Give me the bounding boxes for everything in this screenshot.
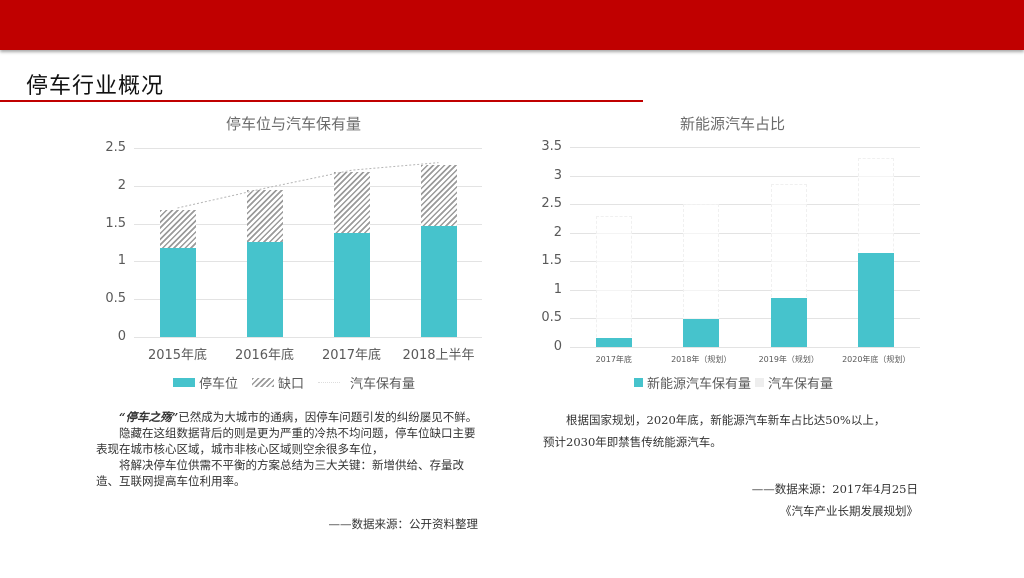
- parking-analysis-text: “停车之殇”已然成为大城市的通病，因停车问题引发的纠纷屡见不鲜。 隐藏在这组数据…: [96, 409, 480, 489]
- gap-bar-segment: [159, 209, 196, 248]
- y-tick-label: 2.5: [541, 196, 562, 212]
- nev-bar: [683, 319, 720, 347]
- gap-bar-segment: [333, 172, 370, 234]
- paragraph-2: 隐藏在这组数据背后的则是更为严重的冷热不均问题，停车位缺口主要表现在城市核心区域…: [96, 426, 476, 456]
- x-tick-label: 2015年底: [147, 348, 208, 363]
- nev-bar: [770, 298, 807, 347]
- right-source-line-1: ——数据来源：2017年4月25日: [751, 482, 918, 496]
- right-source-line-2: 《汽车产业长期发展规划》: [780, 504, 918, 518]
- chart-title: 停车位与汽车保有量: [226, 115, 362, 133]
- gridline: [570, 318, 920, 320]
- gridline: [134, 223, 482, 225]
- teal-swatch-icon: [634, 378, 643, 387]
- y-tick-label: 1.5: [541, 253, 562, 269]
- nev-bar: [595, 338, 632, 347]
- header-band: [0, 0, 1024, 50]
- hatch-swatch-icon: [252, 378, 275, 387]
- y-tick-label: 1: [553, 281, 562, 297]
- total-cars-bar: [595, 215, 632, 347]
- gridline: [570, 175, 920, 177]
- y-tick-label: 2: [553, 224, 562, 240]
- dotted-line-swatch-icon: [318, 382, 341, 383]
- legend-item-cars: 汽车保有量: [318, 373, 415, 392]
- gridline: [134, 299, 482, 301]
- page-title: 停车行业概况: [26, 74, 165, 99]
- y-tick-label: 1: [117, 253, 126, 269]
- gap-bar-segment: [420, 164, 457, 226]
- gridline: [134, 148, 482, 149]
- legend-item-parking: 停车位: [173, 373, 238, 392]
- y-tick-label: 2: [117, 177, 126, 193]
- x-tick-label: 2019年（规划）: [758, 355, 819, 364]
- y-tick-label: 2.5: [105, 140, 126, 155]
- x-tick-label: 2018年（规划）: [671, 355, 732, 364]
- title-divider: [0, 100, 643, 102]
- y-tick-label: 3: [553, 167, 562, 183]
- ghost-swatch-icon: [755, 378, 765, 387]
- gridline: [134, 337, 482, 338]
- chart-legend: 停车位 缺口 汽车保有量: [173, 373, 429, 392]
- chart-title: 新能源汽车占比: [680, 115, 786, 133]
- teal-swatch-icon: [173, 378, 195, 387]
- paragraph-1-cont: 预计2030年即禁售传统能源汽车。: [543, 435, 722, 449]
- x-tick-label: 2017年底: [321, 348, 382, 363]
- gridline: [570, 289, 920, 291]
- y-tick-label: 0.5: [541, 310, 562, 326]
- x-tick-label: 2017年底: [595, 355, 632, 364]
- parking-bar-segment: [333, 233, 370, 337]
- gridline: [570, 347, 920, 348]
- gridline: [570, 232, 920, 234]
- y-tick-label: 3.5: [541, 139, 562, 154]
- gridline: [570, 204, 920, 206]
- parking-bar-segment: [420, 225, 457, 337]
- gridline: [134, 261, 482, 263]
- gap-bar-segment: [246, 190, 283, 242]
- legend-item-gap: 缺口: [252, 373, 304, 392]
- y-tick-label: 1.5: [105, 215, 126, 231]
- chart-legend: 新能源汽车保有量 汽车保有量: [634, 373, 847, 392]
- x-tick-label: 2018上半年: [402, 348, 475, 363]
- y-tick-label: 0: [117, 329, 126, 344]
- parking-bar-segment: [159, 247, 196, 337]
- legend-item-cars: 汽车保有量: [755, 373, 833, 392]
- y-tick-label: 0: [553, 339, 562, 354]
- gridline: [570, 261, 920, 263]
- parking-bar-segment: [246, 241, 283, 337]
- x-tick-label: 2020年底（规划）: [842, 355, 911, 364]
- gridline: [570, 147, 920, 148]
- x-tick-label: 2016年底: [234, 348, 295, 363]
- nev-bar: [858, 252, 895, 347]
- paragraph-1: 根据国家规划，2020年底，新能源汽车新车占比达50%以上，: [566, 413, 886, 427]
- legend-item-nev: 新能源汽车保有量: [634, 373, 751, 392]
- nev-policy-text: 根据国家规划，2020年底，新能源汽车新车占比达50%以上， 预计2030年即禁…: [543, 409, 933, 453]
- y-tick-label: 0.5: [105, 291, 126, 307]
- left-source-note: ——数据来源：公开资料整理: [328, 517, 479, 531]
- paragraph-3: 将解决停车位供需不平衡的方案总结为三大关键：新增供给、存量改造、互联网提高车位利…: [96, 458, 464, 488]
- gridline: [134, 185, 482, 187]
- paragraph-1: “停车之殇”已然成为大城市的通病，因停车问题引发的纠纷屡见不鲜。: [119, 410, 478, 424]
